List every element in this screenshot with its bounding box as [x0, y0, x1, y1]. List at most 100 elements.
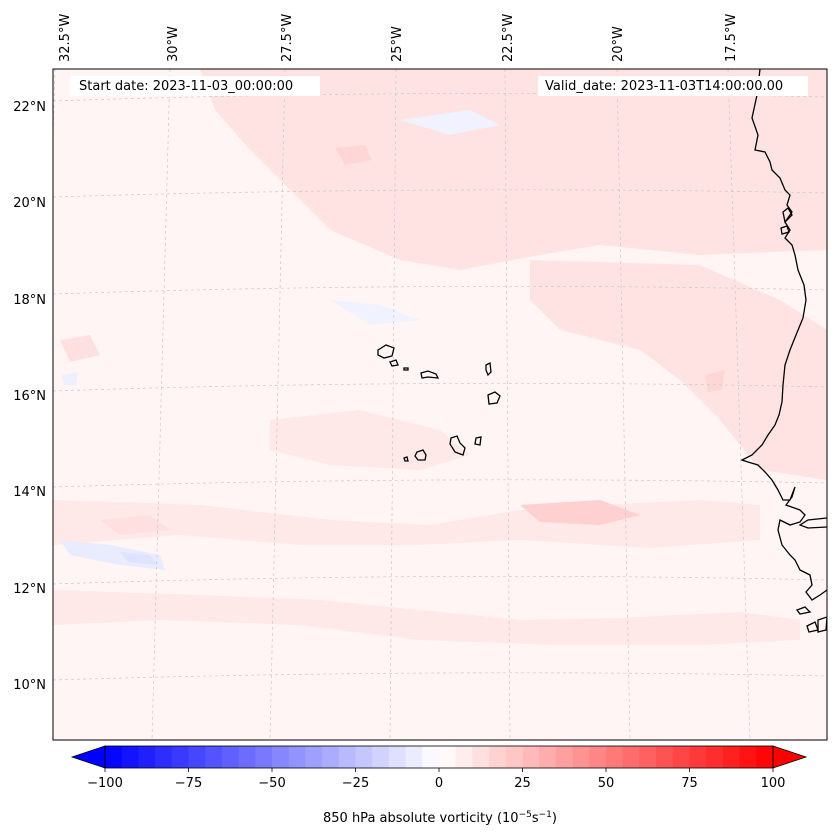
colorbar-bin	[188, 746, 206, 768]
colorbar-title-exponent: −5	[519, 810, 532, 820]
colorbar-bin	[689, 746, 707, 768]
meridian-gridline	[389, 69, 397, 740]
colorbar-bin	[505, 746, 523, 768]
colorbar-left-extension	[70, 745, 106, 769]
colorbar-bin	[739, 746, 757, 768]
valid-date-background	[538, 76, 808, 96]
lat-label: 14°N	[13, 485, 46, 500]
colorbar-tick-label: −25	[342, 776, 369, 791]
map-panel: Start date: 2023-11-03_00:00:00 Valid_da…	[52, 68, 828, 741]
colorbar-bin	[221, 746, 240, 768]
colorbar-bin	[572, 746, 590, 768]
colorbar-bin	[672, 746, 690, 768]
lat-label: 18°N	[13, 293, 46, 308]
vorticity-positive-region	[530, 260, 827, 480]
colorbar-tick-label: 0	[435, 776, 443, 791]
vorticity-positive-region	[520, 500, 640, 525]
colorbar-bin	[639, 746, 657, 768]
island-maio	[474, 436, 482, 446]
coast-inlet	[795, 606, 812, 615]
meridian-gridline	[269, 69, 286, 740]
colorbar-bin	[606, 746, 624, 768]
colorbar-bin	[539, 746, 557, 768]
lon-label: 22.5°W	[501, 14, 516, 62]
meridian-gridline	[53, 69, 56, 152]
parallel-gridline	[53, 382, 827, 392]
colorbar-bin	[455, 746, 473, 768]
coast-inlet	[782, 207, 793, 224]
colorbar-tick-label: 50	[598, 776, 615, 791]
vorticity-positive-region	[705, 370, 725, 392]
colorbar-bin	[489, 746, 507, 768]
island-sao-vicente	[389, 359, 399, 367]
latitude-labels: 22°N 20°N 18°N 16°N 14°N 12°N 10°N	[13, 100, 46, 693]
island-santo-antao	[377, 344, 395, 359]
colorbar-bin	[138, 746, 156, 768]
colorbar-bin	[589, 746, 607, 768]
colorbar-bin	[422, 746, 440, 768]
lat-label: 12°N	[13, 582, 46, 597]
colorbar-title-prefix: 850 hPa absolute vorticity (10	[323, 811, 519, 826]
cape-verde-islands	[377, 344, 501, 462]
parallel-gridline	[53, 479, 827, 488]
colorbar-bin	[171, 746, 189, 768]
lat-label: 20°N	[13, 196, 46, 211]
colorbar: −100 −75 −50 −25 0 25 50 75 100 850 hPa absolute…	[70, 745, 808, 826]
lon-label: 25°W	[390, 26, 405, 62]
vorticity-negative-region	[120, 552, 158, 565]
map-frame	[52, 68, 828, 741]
colorbar-tick-label: 100	[761, 776, 786, 791]
island-sao-nicolau	[420, 370, 440, 379]
lat-label: 22°N	[13, 100, 46, 115]
colorbar-bin	[756, 746, 774, 768]
colorbar-tick-label: −50	[258, 776, 285, 791]
colorbar-bin	[722, 746, 741, 768]
lat-label: 16°N	[13, 389, 46, 404]
colorbar-bin	[155, 746, 173, 768]
colorbar-tick-label: 25	[514, 776, 531, 791]
coast-inlet	[798, 517, 827, 529]
vorticity-positive-region	[53, 590, 800, 645]
island-santa-luzia	[403, 367, 409, 371]
parallel-gridline	[53, 672, 827, 681]
colorbar-title-exponent: −1	[539, 810, 552, 820]
africa-coastline	[740, 69, 827, 601]
meridian-gridline	[616, 69, 631, 740]
colorbar-bin	[355, 746, 373, 768]
colorbar-bin	[121, 746, 139, 768]
coast-inlet	[780, 225, 790, 235]
vorticity-positive-region	[60, 335, 100, 362]
lon-label: 17.5°W	[724, 14, 739, 62]
island-santiago	[449, 435, 466, 456]
colorbar-bin	[305, 746, 323, 768]
valid-date-label: Valid_date: 2023-11-03T14:00:00.00	[545, 79, 783, 94]
parallel-gridline	[53, 575, 827, 585]
colorbar-bin	[388, 746, 407, 768]
colorbar-bin	[338, 746, 356, 768]
vorticity-positive-region	[335, 145, 372, 165]
colorbar-bin	[439, 746, 457, 768]
coast-inlet	[817, 616, 827, 633]
colorbar-title: 850 hPa absolute vorticity (10−5s−1)	[323, 810, 557, 826]
colorbar-title-suffix: )	[552, 811, 557, 826]
lon-label: 32.5°W	[58, 14, 73, 62]
vorticity-positive-region	[200, 69, 827, 270]
lon-label: 20°W	[611, 26, 626, 62]
parallel-gridline	[53, 189, 827, 198]
vorticity-negative-region	[330, 300, 420, 325]
colorbar-bin	[472, 746, 490, 768]
longitude-labels: 32.5°W 30°W 27.5°W 25°W 22.5°W 20°W 17.5…	[58, 14, 739, 62]
start-date-background	[70, 76, 320, 96]
island-boa-vista	[487, 391, 501, 405]
colorbar-bin	[255, 746, 273, 768]
colorbar-bin	[288, 746, 306, 768]
meridian-gridline	[151, 69, 171, 740]
colorbar-ticks: −100 −75 −50 −25 0 25 50 75 100	[87, 768, 785, 791]
coastline	[740, 69, 827, 633]
island-brava	[403, 456, 409, 462]
lon-label: 30°W	[166, 26, 181, 62]
vorticity-negative-region	[62, 372, 78, 386]
colorbar-tick-label: 75	[681, 776, 698, 791]
colorbar-tick-label: −100	[87, 776, 123, 791]
